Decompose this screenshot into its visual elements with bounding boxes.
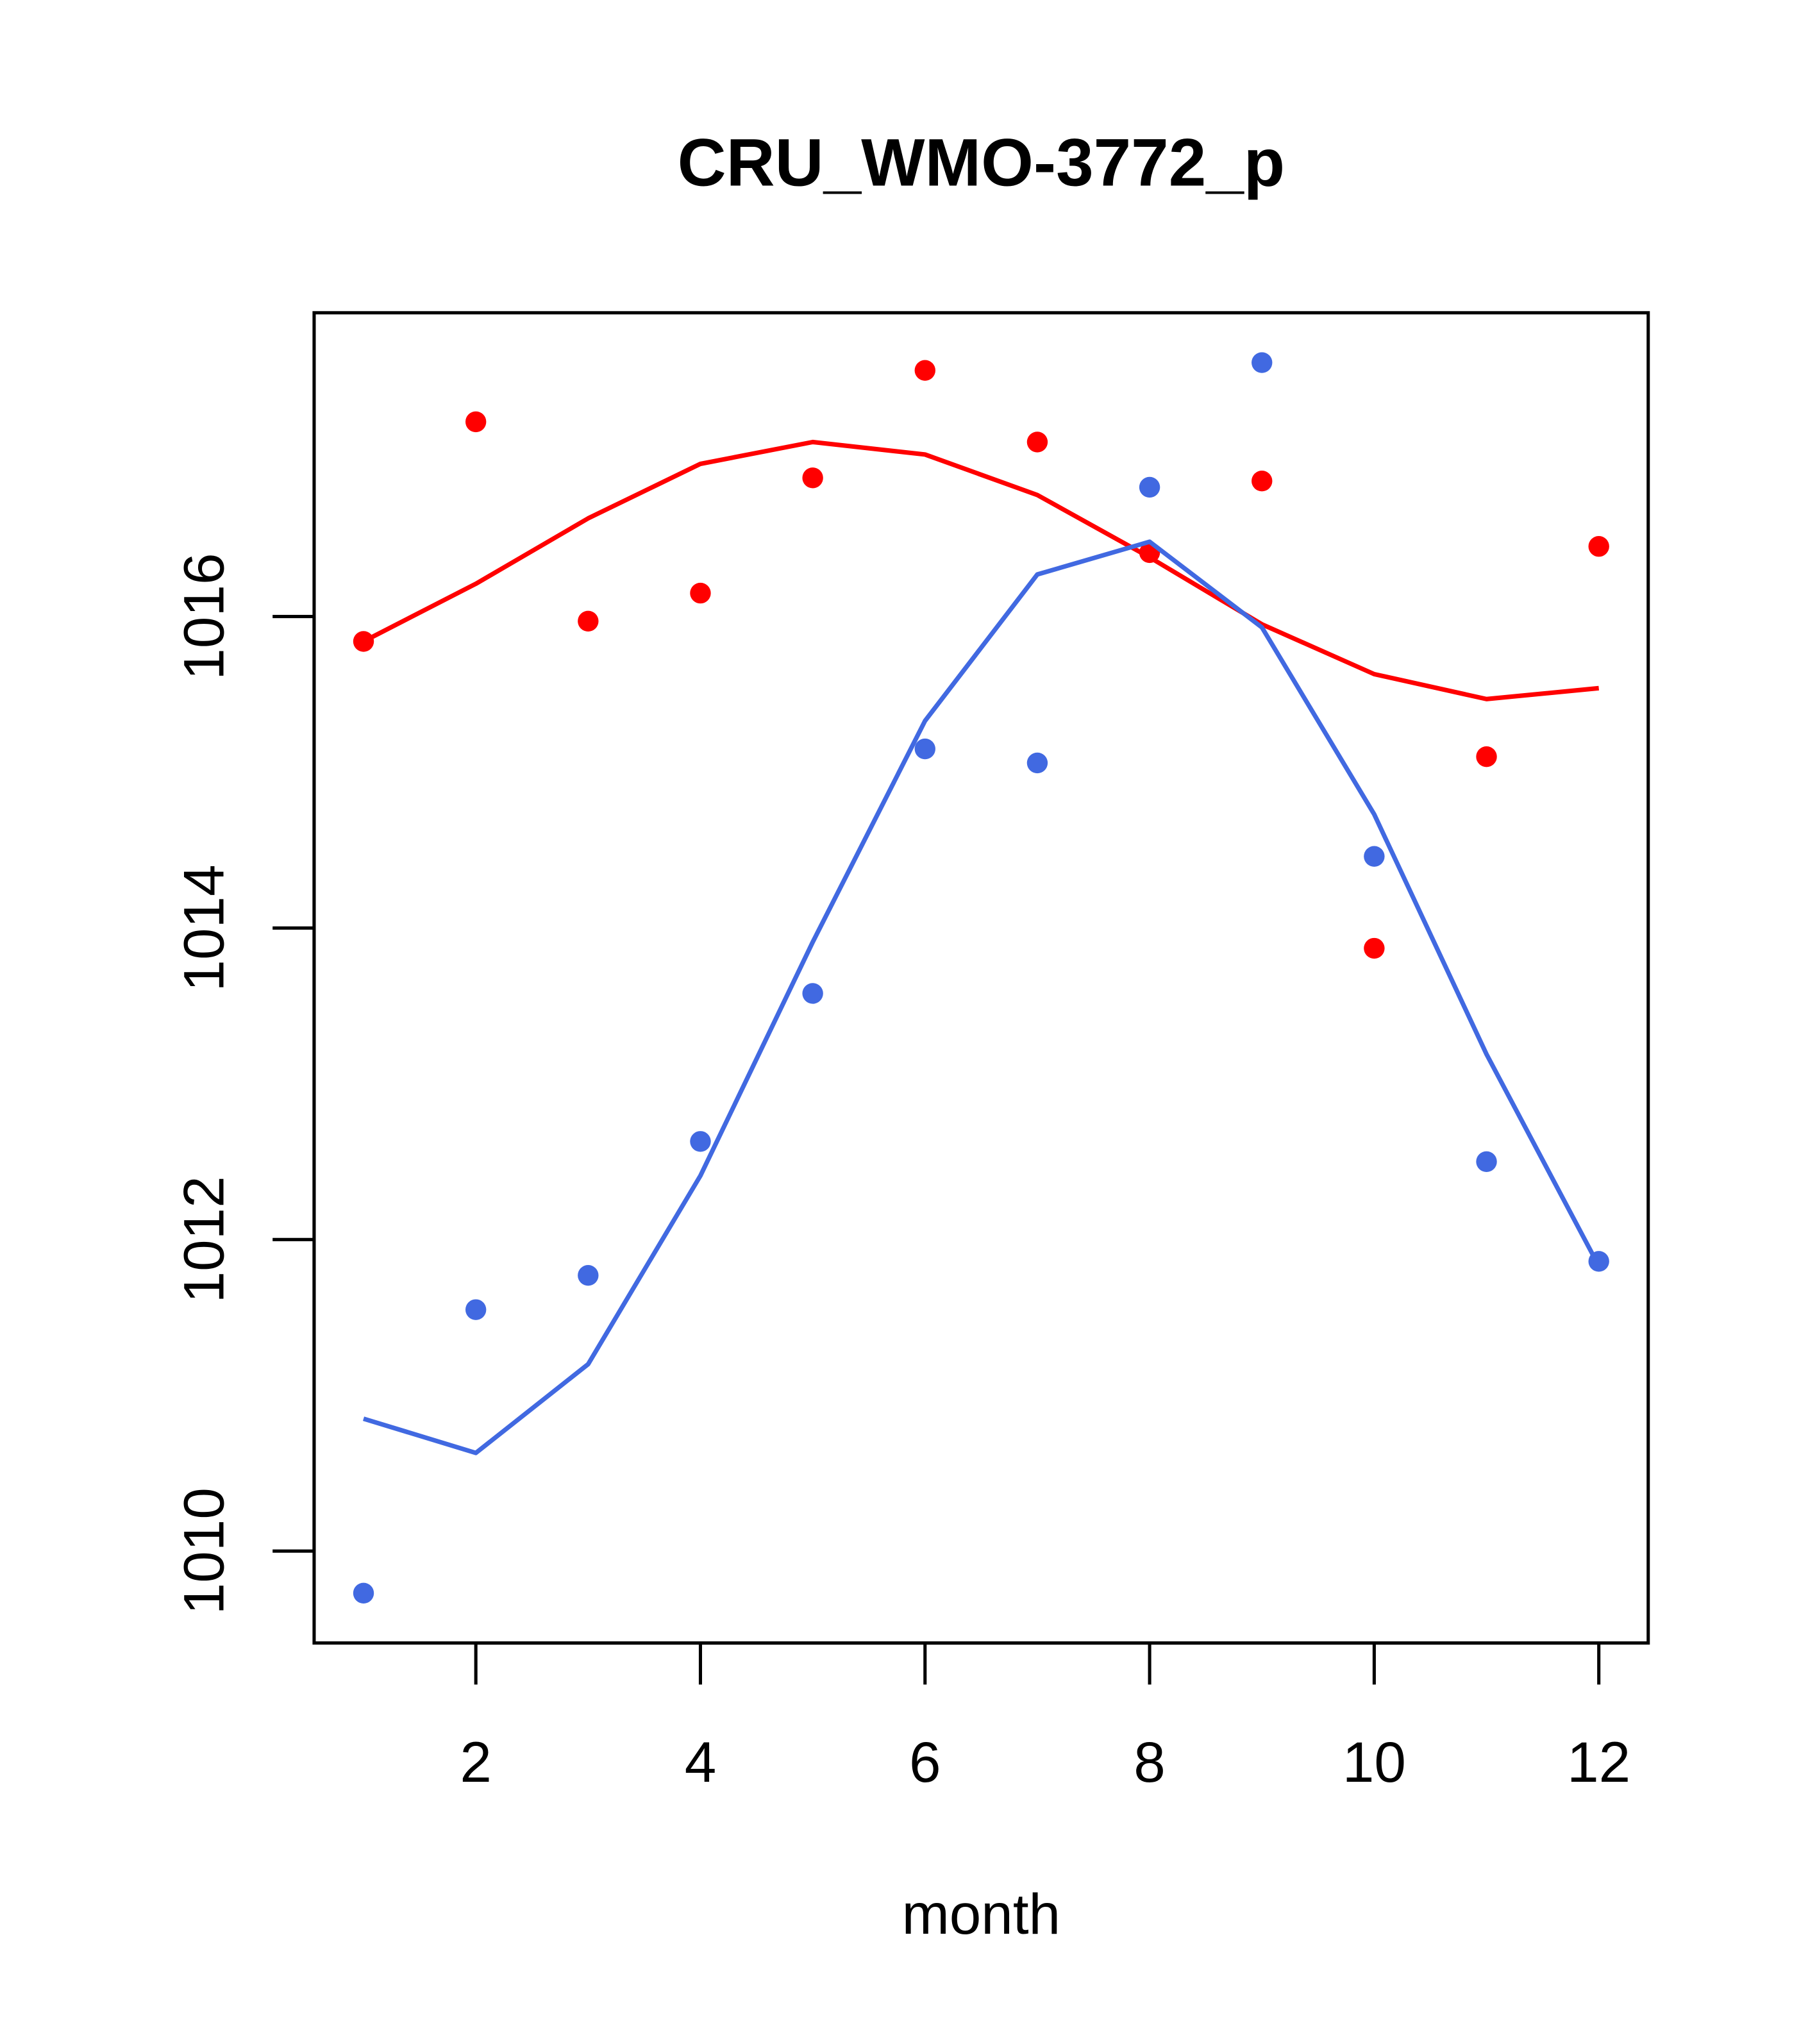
x-tick-label: 12: [1567, 1730, 1630, 1794]
y-tick-label: 1010: [171, 1487, 235, 1614]
blue-points-point: [690, 1131, 711, 1152]
x-axis-label: month: [902, 1882, 1061, 1946]
x-tick-label: 6: [909, 1730, 941, 1794]
x-axis: 2 4 6 8 10 12: [460, 1641, 1630, 1794]
blue-line-series: [362, 539, 1601, 1455]
red-points-point: [1026, 431, 1048, 453]
y-tick-label: 1014: [171, 864, 235, 991]
red-points-point: [802, 467, 823, 489]
y-tick-label: 1016: [171, 553, 235, 680]
red-line-series: [362, 439, 1600, 701]
blue-points-point: [914, 738, 935, 760]
x-tick-label: 2: [460, 1730, 492, 1794]
red-points-point: [914, 360, 935, 381]
y-axis: 1010 1012 1014 1016: [171, 553, 316, 1614]
blue-points-point: [578, 1265, 599, 1286]
red-points-point: [690, 582, 711, 604]
blue-points-point: [1364, 846, 1385, 867]
blue-points-point: [1476, 1151, 1497, 1173]
blue-points-point: [465, 1299, 487, 1320]
blue-points-point: [1252, 352, 1273, 373]
red-points-point: [1588, 536, 1609, 557]
blue-points-point: [1139, 476, 1160, 498]
red-points-point: [1476, 746, 1497, 767]
x-tick-label: 4: [685, 1730, 717, 1794]
blue-points-point: [353, 1582, 374, 1604]
red-points-point: [465, 411, 487, 433]
blue-points-point: [802, 983, 823, 1004]
red-points-point: [1364, 937, 1385, 959]
red-points-point: [1252, 470, 1273, 492]
red-points-point: [578, 610, 599, 632]
plot-marks: [353, 352, 1609, 1604]
x-tick-label: 8: [1134, 1730, 1166, 1794]
x-tick-label: 10: [1343, 1730, 1406, 1794]
y-tick-label: 1012: [171, 1176, 235, 1303]
plot-frame: [312, 311, 1650, 1645]
blue-points-point: [1026, 752, 1048, 774]
chart-title: CRU_WMO-3772_p: [678, 125, 1285, 200]
